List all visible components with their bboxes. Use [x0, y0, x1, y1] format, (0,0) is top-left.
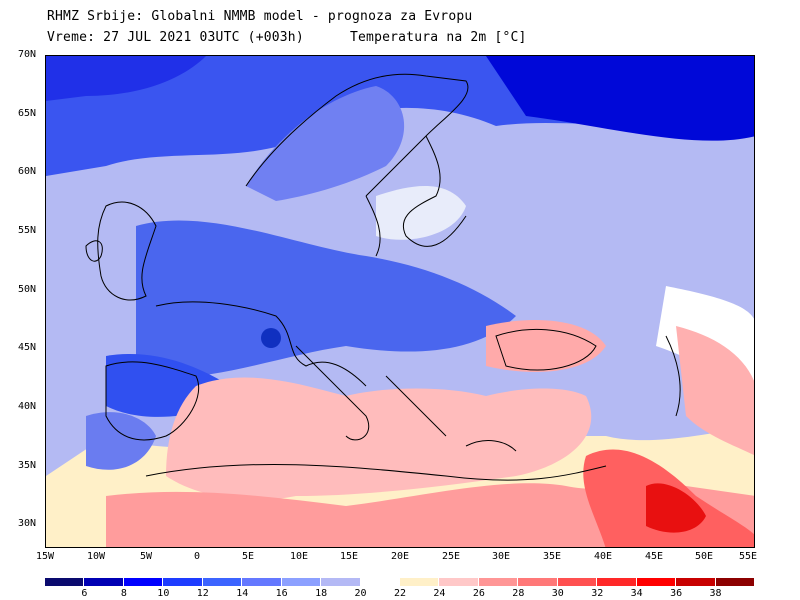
hot-zone-iraq — [646, 483, 706, 533]
lon-label: 5E — [241, 551, 255, 562]
colorbar-segment — [676, 578, 715, 586]
colorbar-label: 32 — [591, 588, 604, 599]
lat-label: 50N — [18, 284, 37, 295]
lon-label: 0 — [193, 551, 201, 562]
colorbar-segment — [557, 578, 597, 586]
colorbar-label: 14 — [236, 588, 249, 599]
lat-label: 65N — [18, 108, 37, 119]
ireland — [85, 240, 103, 262]
scandinavia-zone — [246, 86, 405, 201]
map-canvas — [46, 56, 754, 547]
balkans-coast — [385, 375, 447, 437]
colorbar-label: 8 — [120, 588, 127, 599]
map-title: RHMZ Srbije: Globalni NMMB model - progn… — [47, 9, 473, 24]
warm-zone-caucasus — [676, 326, 754, 456]
colorbar-segment — [45, 578, 84, 586]
colorbar-label: 36 — [670, 588, 683, 599]
lon-label: 20E — [390, 551, 410, 562]
colorbar-segment — [715, 578, 754, 586]
warm-zone-black-sea — [486, 320, 606, 372]
warm-zone-mediterranean — [166, 377, 592, 500]
lon-label: 50E — [694, 551, 714, 562]
lat-label: 40N — [18, 401, 37, 412]
colorbar-segment — [439, 578, 478, 586]
lon-label: 55E — [738, 551, 758, 562]
colorbar-label: 6 — [81, 588, 88, 599]
colorbar-segment — [84, 578, 123, 586]
baltic-coast — [402, 135, 467, 247]
colorbar-segment — [597, 578, 636, 586]
coastlines — [85, 73, 681, 481]
baltic-pale-zone — [376, 186, 466, 240]
lat-label: 35N — [18, 460, 37, 471]
colorbar-segment — [281, 578, 321, 586]
colorbar-label: 34 — [630, 588, 643, 599]
colorbar-segment — [123, 578, 163, 586]
colorbar-segment — [163, 578, 202, 586]
lon-label: 5W — [139, 551, 153, 562]
colorbar-label: 26 — [472, 588, 485, 599]
colorbar-label: 30 — [551, 588, 564, 599]
lon-label: 40E — [593, 551, 613, 562]
continental-coast — [155, 301, 367, 387]
cold-zone-central-europe — [136, 220, 516, 379]
lat-label: 45N — [18, 342, 37, 353]
italy — [295, 345, 369, 441]
black-sea — [495, 329, 597, 371]
colorbar-label: 16 — [275, 588, 288, 599]
colorbar-label: 22 — [393, 588, 407, 599]
caspian-west — [665, 335, 681, 417]
north-africa-coast — [145, 463, 607, 481]
field-name: Temperatura na 2m [°C] — [350, 30, 527, 45]
lon-label: 30E — [491, 551, 511, 562]
lat-label: 70N — [18, 49, 37, 60]
crete — [465, 440, 517, 452]
colorbar-label: 12 — [196, 588, 209, 599]
lat-label: 30N — [18, 518, 37, 529]
iberia — [105, 361, 200, 441]
colorbar-segment — [636, 578, 676, 586]
lon-label: 15E — [339, 551, 359, 562]
lon-label: 45E — [644, 551, 664, 562]
sweden-coast — [365, 195, 381, 257]
colorbar-label: 24 — [433, 588, 446, 599]
cold-zone-russia — [486, 56, 754, 141]
cold-zone-atlantic — [46, 56, 206, 101]
forecast-time: Vreme: 27 JUL 2021 03UTC (+003h) — [47, 30, 304, 45]
lon-label: 10W — [86, 551, 106, 562]
colorbar-segment — [518, 578, 557, 586]
lat-label: 60N — [18, 166, 37, 177]
british-isles — [97, 201, 157, 301]
colorbar-label: 28 — [512, 588, 525, 599]
atlantic-cool-patch — [86, 412, 156, 470]
colorbar-segment — [242, 578, 281, 586]
colorbar-segment — [321, 578, 360, 586]
colorbar-label: 38 — [709, 588, 722, 599]
lat-label: 55N — [18, 225, 37, 236]
colorbar-label: 10 — [157, 588, 170, 599]
colorbar-segment — [400, 578, 439, 586]
norway-coast — [245, 73, 469, 197]
colorbar-label: 18 — [315, 588, 328, 599]
lon-label: 25E — [441, 551, 461, 562]
lon-label: 10E — [289, 551, 309, 562]
temperature-map — [45, 55, 755, 548]
lon-label: 35E — [542, 551, 562, 562]
colorbar-segment — [360, 578, 399, 586]
lon-label: 15W — [35, 551, 55, 562]
alps-cold-spot — [261, 328, 281, 348]
colorbar-segment — [202, 578, 242, 586]
colorbar-segment — [478, 578, 518, 586]
colorbar-label: 20 — [354, 588, 367, 599]
